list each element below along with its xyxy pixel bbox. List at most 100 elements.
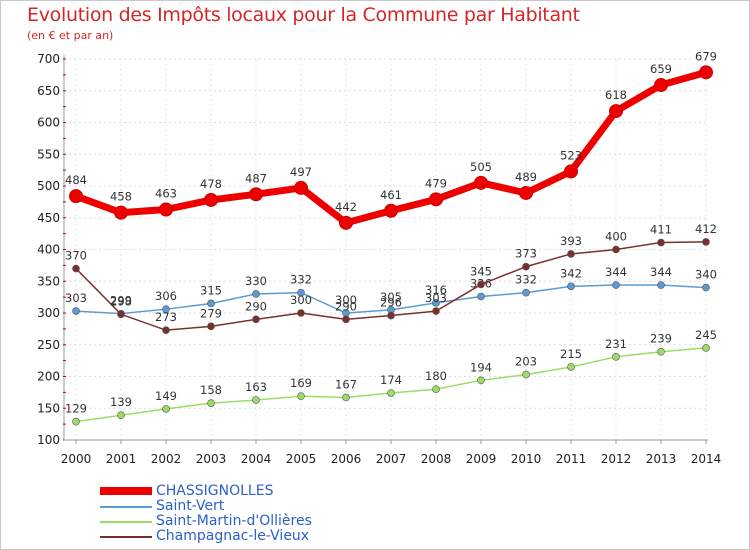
data-point [432, 385, 440, 394]
legend-label: CHASSIGNOLLES [156, 483, 274, 499]
data-label: 305 [380, 290, 402, 304]
data-label: 306 [155, 289, 177, 303]
data-point [162, 305, 170, 313]
data-point [387, 389, 395, 397]
data-label: 279 [200, 306, 222, 320]
data-label: 478 [200, 177, 222, 191]
data-point [159, 202, 173, 217]
data-point [207, 399, 215, 407]
data-point [207, 322, 215, 331]
data-label: 203 [515, 355, 537, 369]
data-point [522, 370, 530, 379]
data-point [432, 307, 440, 315]
data-label: 299 [110, 294, 132, 308]
data-label: 461 [380, 188, 402, 202]
x-tick-label: 2007 [376, 452, 407, 466]
data-label: 523 [560, 148, 582, 162]
data-label: 129 [65, 402, 87, 416]
data-label: 659 [650, 62, 672, 76]
x-tick-label: 2002 [151, 452, 182, 466]
data-label: 303 [425, 291, 447, 305]
data-label: 315 [200, 283, 222, 297]
data-point [477, 292, 485, 301]
data-label: 344 [605, 265, 627, 279]
data-label: 340 [695, 268, 717, 282]
data-label: 149 [155, 389, 177, 403]
data-label: 345 [470, 264, 492, 278]
data-label: 344 [650, 265, 672, 279]
data-label: 442 [335, 200, 357, 214]
y-tick-label: 450 [37, 211, 60, 225]
y-tick-label: 350 [37, 274, 60, 288]
data-point [519, 185, 533, 200]
chart-subtitle: (en € et par an) [27, 29, 114, 42]
x-tick-label: 2006 [331, 452, 362, 466]
data-point [522, 262, 530, 271]
x-tick-label: 2001 [106, 452, 137, 466]
data-point [567, 282, 575, 291]
data-point [207, 299, 215, 308]
data-label: 463 [155, 186, 177, 200]
data-point [522, 288, 530, 297]
data-label: 245 [695, 328, 717, 342]
data-point [297, 392, 305, 400]
y-tick-label: 550 [37, 147, 60, 161]
data-label: 479 [425, 176, 447, 190]
y-tick-label: 500 [37, 179, 60, 193]
y-tick-label: 150 [37, 401, 60, 415]
data-label: 618 [605, 88, 627, 102]
data-label: 412 [695, 222, 717, 236]
data-label: 484 [65, 173, 87, 187]
data-label: 303 [65, 291, 87, 305]
data-point [564, 164, 578, 179]
data-label: 489 [515, 170, 537, 184]
y-tick-label: 100 [37, 433, 60, 447]
y-tick-label: 250 [37, 338, 60, 352]
data-point [252, 315, 260, 324]
data-label: 505 [470, 160, 492, 174]
data-label: 300 [290, 293, 312, 307]
data-point [204, 192, 218, 207]
data-point [117, 310, 125, 319]
y-tick-label: 700 [37, 52, 60, 66]
x-tick-label: 2004 [241, 452, 272, 466]
data-point [567, 363, 575, 371]
x-tick-label: 2013 [646, 452, 677, 466]
x-tick-label: 2008 [421, 452, 452, 466]
data-point [702, 283, 710, 292]
x-tick-label: 2014 [691, 452, 722, 466]
data-label: 290 [245, 299, 267, 313]
data-label: 139 [110, 395, 132, 409]
data-point [342, 393, 350, 402]
data-point [339, 215, 353, 230]
x-tick-label: 2012 [601, 452, 632, 466]
data-label: 169 [290, 376, 312, 390]
legend-label: Saint-Martin-d'Ollières [156, 513, 312, 529]
data-label: 370 [65, 249, 87, 263]
data-point [384, 203, 398, 218]
data-point [162, 405, 170, 413]
data-label: 300 [335, 293, 357, 307]
data-point [249, 187, 263, 202]
data-point [72, 417, 80, 426]
data-label: 174 [380, 373, 402, 387]
y-tick-label: 200 [37, 370, 60, 384]
data-label: 298 [110, 294, 132, 308]
data-point [162, 326, 170, 334]
data-point [702, 344, 710, 352]
data-point [117, 411, 125, 420]
data-point [654, 78, 668, 93]
data-label: 163 [245, 380, 267, 394]
data-label: 296 [380, 296, 402, 310]
x-tick-label: 2011 [556, 452, 587, 466]
data-label: 400 [605, 230, 627, 244]
x-tick-label: 2010 [511, 452, 542, 466]
data-point [387, 311, 395, 320]
data-point [612, 245, 620, 254]
data-label: 487 [245, 171, 267, 185]
data-point [432, 299, 440, 307]
data-label: 373 [515, 247, 537, 261]
data-point [69, 189, 83, 204]
